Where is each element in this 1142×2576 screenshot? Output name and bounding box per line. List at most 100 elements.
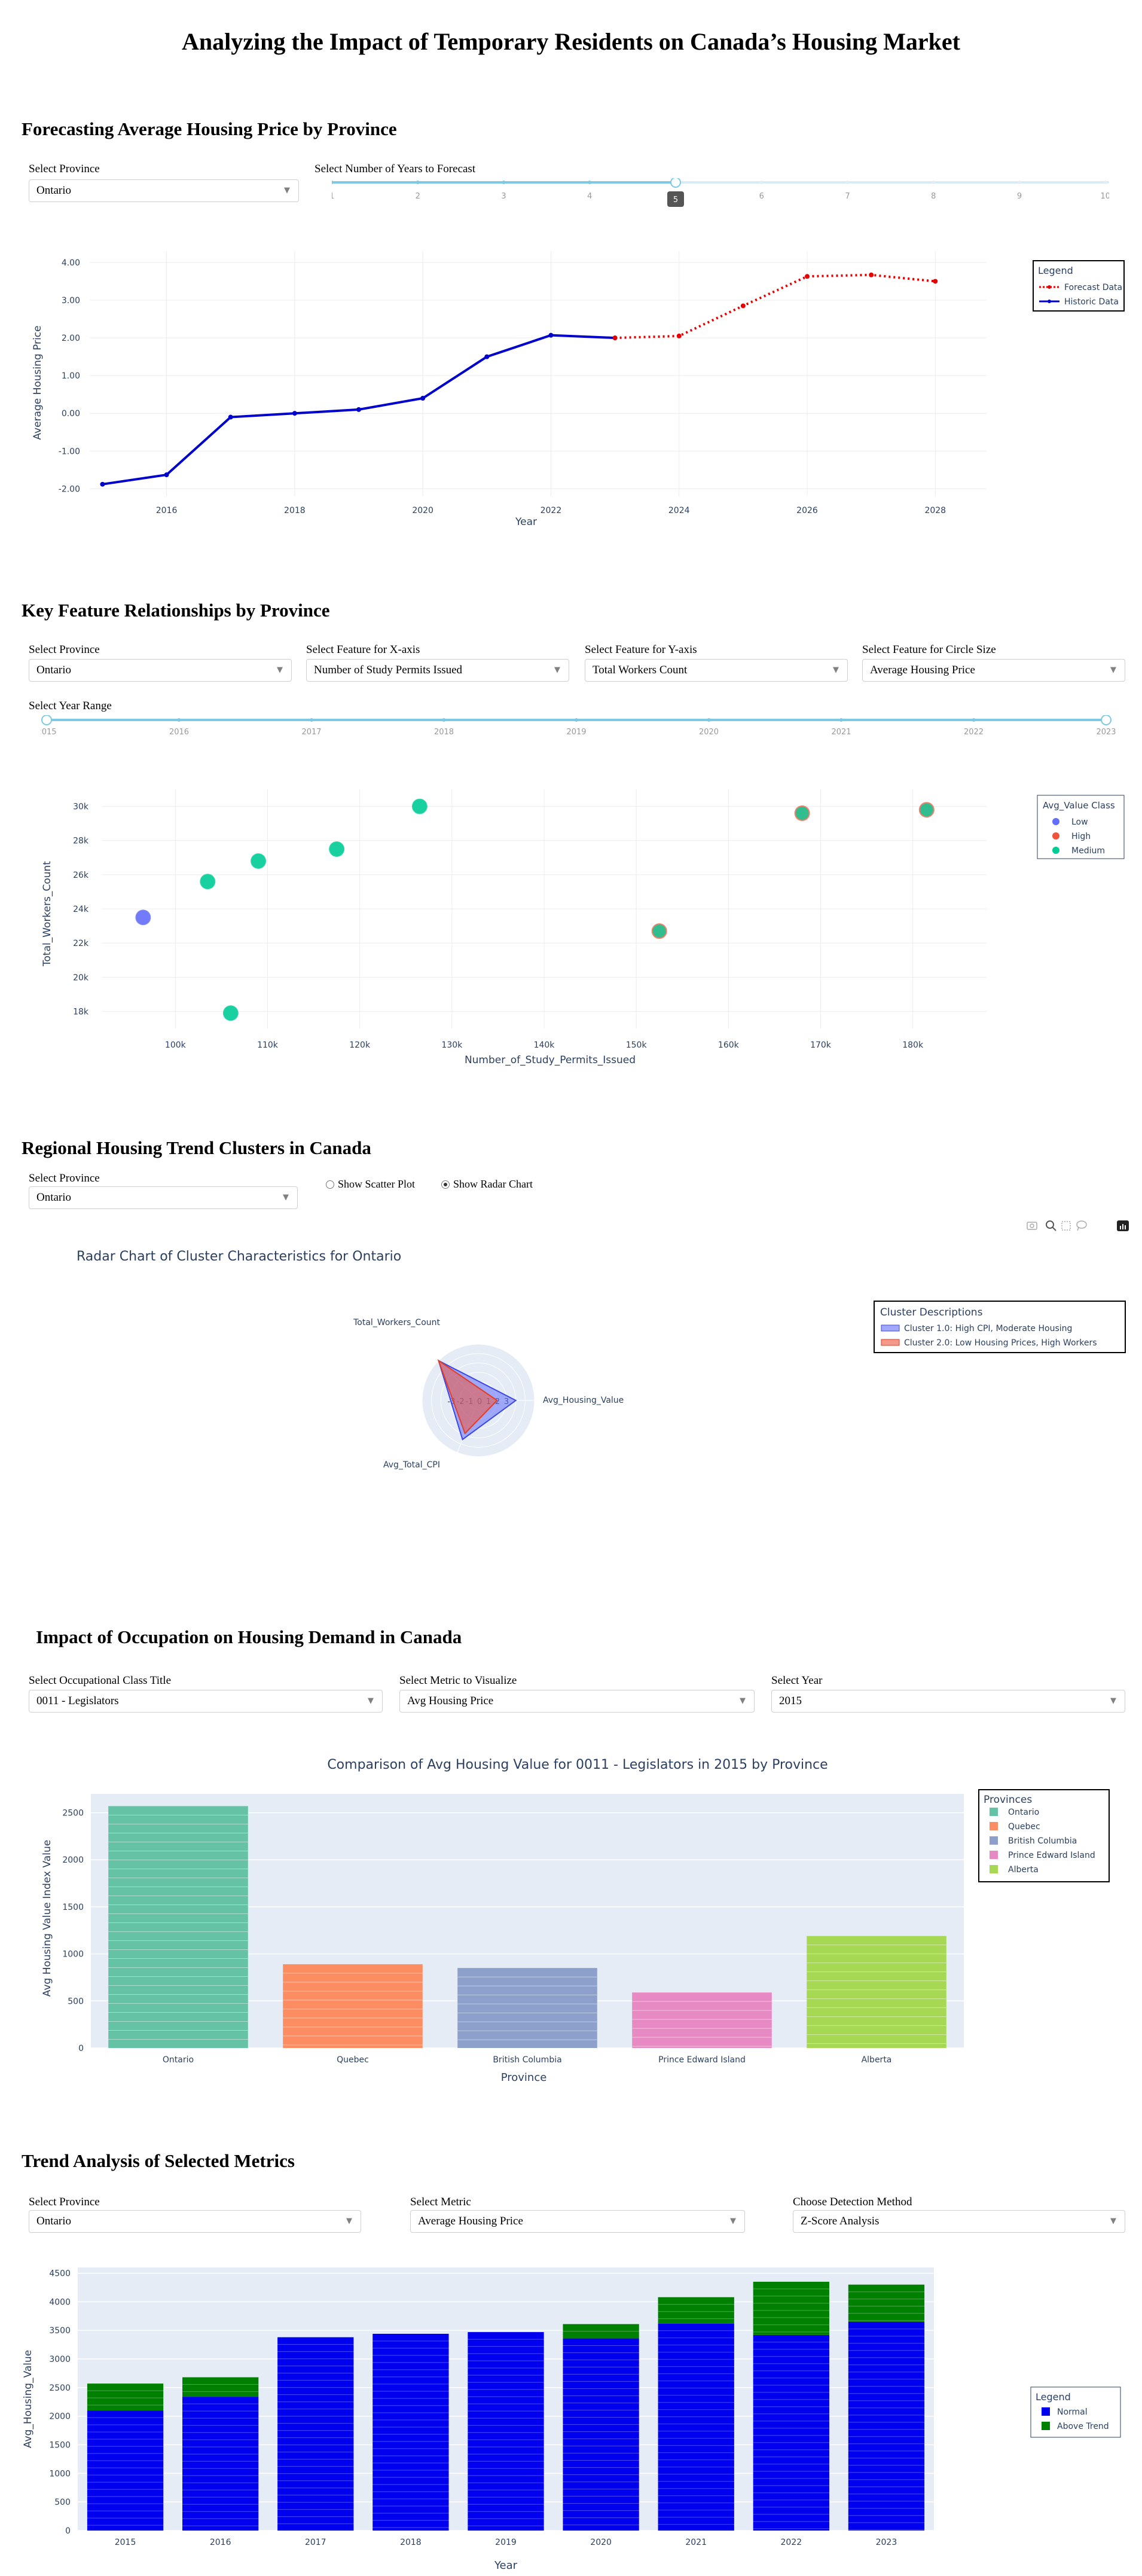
slider-handle[interactable] — [670, 177, 681, 188]
radar-axis-label: Avg_Housing_Value — [543, 1396, 624, 1405]
occ-class-dropdown[interactable]: 0011 - Legislators ▼ — [29, 1690, 383, 1713]
bar-british-columbia[interactable] — [457, 1968, 597, 2048]
box-select-icon[interactable] — [1061, 1221, 1071, 1231]
radar-legend: Cluster Descriptions Cluster 1.0: High C… — [874, 1301, 1126, 1353]
historic-point[interactable] — [228, 414, 233, 420]
x-tick-label: 2018 — [284, 506, 306, 515]
occ-metric-dropdown[interactable]: Avg Housing Price ▼ — [399, 1690, 755, 1713]
bar-above-trend[interactable] — [87, 2383, 164, 2411]
bar-above-trend[interactable] — [848, 2284, 925, 2322]
forecast-point[interactable] — [740, 303, 746, 309]
legend-historic-label[interactable]: Historic Data — [1064, 297, 1119, 307]
trend-province-dropdown[interactable]: Ontario ▼ — [29, 2210, 361, 2233]
legend-forecast-marker — [1048, 285, 1051, 289]
range-handle-end[interactable] — [1101, 715, 1112, 725]
range-mark-label: 2020 — [699, 728, 719, 737]
y-tick-label: 24k — [73, 905, 89, 914]
legend-label[interactable]: Prince Edward Island — [1008, 1851, 1095, 1860]
bar-above-trend[interactable] — [563, 2324, 639, 2339]
x-tick-label: 160k — [718, 1040, 740, 1050]
legend-forecast-label[interactable]: Forecast Data — [1064, 283, 1122, 292]
range-handle-start[interactable] — [41, 715, 52, 725]
legend-medium-marker — [1052, 847, 1059, 854]
historic-point[interactable] — [484, 354, 490, 359]
forecast-point[interactable] — [869, 272, 874, 277]
forecast-point[interactable] — [805, 274, 810, 279]
bar-normal[interactable] — [658, 2323, 734, 2531]
range-dot — [575, 718, 578, 722]
rel-x-dropdown[interactable]: Number of Study Permits Issued ▼ — [306, 659, 569, 682]
bar-alberta[interactable] — [807, 1936, 946, 2048]
clusters-province-dropdown[interactable]: Ontario ▼ — [29, 1186, 298, 1209]
x-tick-label: 2021 — [685, 2538, 707, 2547]
year-range-slider[interactable]: 2015 2016 2017 2018 2019 2020 2021 2022 2023 — [36, 715, 1117, 739]
bar-normal[interactable] — [277, 2337, 354, 2531]
rel-y-dropdown[interactable]: Total Workers Count ▼ — [585, 659, 848, 682]
legend-low-label[interactable]: Low — [1071, 817, 1088, 827]
bar-above-trend[interactable] — [182, 2377, 259, 2397]
legend-label[interactable]: Alberta — [1008, 1865, 1039, 1875]
bar-above-trend[interactable] — [753, 2281, 829, 2335]
historic-point[interactable] — [356, 407, 361, 412]
forecast-years-slider[interactable]: 1 2 3 4 6 7 8 9 10 5 — [329, 177, 1110, 220]
forecast-province-label: Select Province — [29, 163, 100, 175]
scatter-legend-title: Avg_Value Class — [1043, 800, 1115, 811]
y-tick-label: 26k — [73, 871, 89, 880]
bar-normal[interactable] — [468, 2332, 544, 2531]
historic-point[interactable] — [420, 396, 426, 401]
bar-normal[interactable] — [182, 2397, 259, 2531]
legend-medium-label[interactable]: Medium — [1071, 846, 1105, 856]
y-tick-label: 4000 — [49, 2297, 71, 2307]
radio-scatter-button[interactable] — [326, 1180, 334, 1189]
camera-icon[interactable] — [1027, 1222, 1037, 1230]
chevron-down-icon: ▼ — [1110, 666, 1116, 674]
legend-high-label[interactable]: High — [1071, 832, 1091, 841]
legend-above-label[interactable]: Above Trend — [1057, 2422, 1109, 2431]
historic-point[interactable] — [548, 332, 554, 338]
legend-label[interactable]: British Columbia — [1008, 1836, 1077, 1846]
forecast-province-dropdown[interactable]: Ontario ▼ — [29, 179, 299, 202]
trend-metric-dropdown[interactable]: Average Housing Price ▼ — [410, 2210, 745, 2233]
bar-normal[interactable] — [87, 2410, 164, 2531]
bar-normal[interactable] — [753, 2334, 829, 2531]
historic-point[interactable] — [100, 481, 105, 487]
forecast-point[interactable] — [933, 279, 938, 284]
legend-label[interactable]: Quebec — [1008, 1822, 1040, 1832]
legend-cluster1-label[interactable]: Cluster 1.0: High CPI, Moderate Housing — [904, 1324, 1072, 1333]
bar-ontario[interactable] — [108, 1806, 248, 2048]
range-mark-label: 2016 — [169, 728, 189, 737]
trend-method-dropdown[interactable]: Z-Score Analysis ▼ — [793, 2210, 1125, 2233]
lasso-icon[interactable] — [1076, 1220, 1087, 1231]
historic-point[interactable] — [292, 411, 297, 416]
zoom-icon[interactable] — [1046, 1220, 1056, 1231]
bar-above-trend[interactable] — [658, 2297, 734, 2324]
x-tick-label: 2016 — [210, 2538, 231, 2547]
occ-year-dropdown[interactable]: 2015 ▼ — [771, 1690, 1125, 1713]
bar-quebec[interactable] — [283, 1964, 423, 2048]
legend-cluster2-label[interactable]: Cluster 2.0: Low Housing Prices, High Wo… — [904, 1338, 1097, 1348]
legend-label[interactable]: Ontario — [1008, 1808, 1039, 1817]
historic-point[interactable] — [164, 472, 169, 478]
legend-historic-marker — [1048, 300, 1051, 303]
bar-normal[interactable] — [848, 2321, 925, 2531]
x-tick-label: 2018 — [400, 2538, 422, 2547]
occupation-legend: Provinces Ontario Quebec British Columbia P… — [978, 1789, 1110, 1882]
forecast-point[interactable] — [612, 335, 618, 341]
plotly-logo-icon[interactable] — [1117, 1220, 1129, 1231]
relationships-section-title: Key Feature Relationships by Province — [22, 600, 330, 621]
x-tick-label: 180k — [902, 1040, 924, 1050]
rel-province-dropdown[interactable]: Ontario ▼ — [29, 659, 292, 682]
radio-radar-option[interactable]: Show Radar Chart — [441, 1178, 533, 1191]
bar-normal[interactable] — [563, 2338, 639, 2531]
legend-normal-label[interactable]: Normal — [1057, 2407, 1088, 2417]
forecast-point[interactable] — [676, 333, 682, 338]
radio-scatter-option[interactable]: Show Scatter Plot — [326, 1178, 415, 1191]
bar-normal[interactable] — [372, 2333, 449, 2531]
chevron-down-icon: ▼ — [368, 1696, 374, 1705]
rel-size-dropdown[interactable]: Average Housing Price ▼ — [862, 659, 1125, 682]
range-mark-label: 2015 — [41, 728, 57, 737]
slider-mark-label: 8 — [931, 192, 936, 201]
radio-radar-button[interactable] — [441, 1180, 450, 1189]
bar-prince-edward-island[interactable] — [632, 1992, 772, 2048]
radar-cluster-2-polygon[interactable] — [437, 1359, 498, 1435]
